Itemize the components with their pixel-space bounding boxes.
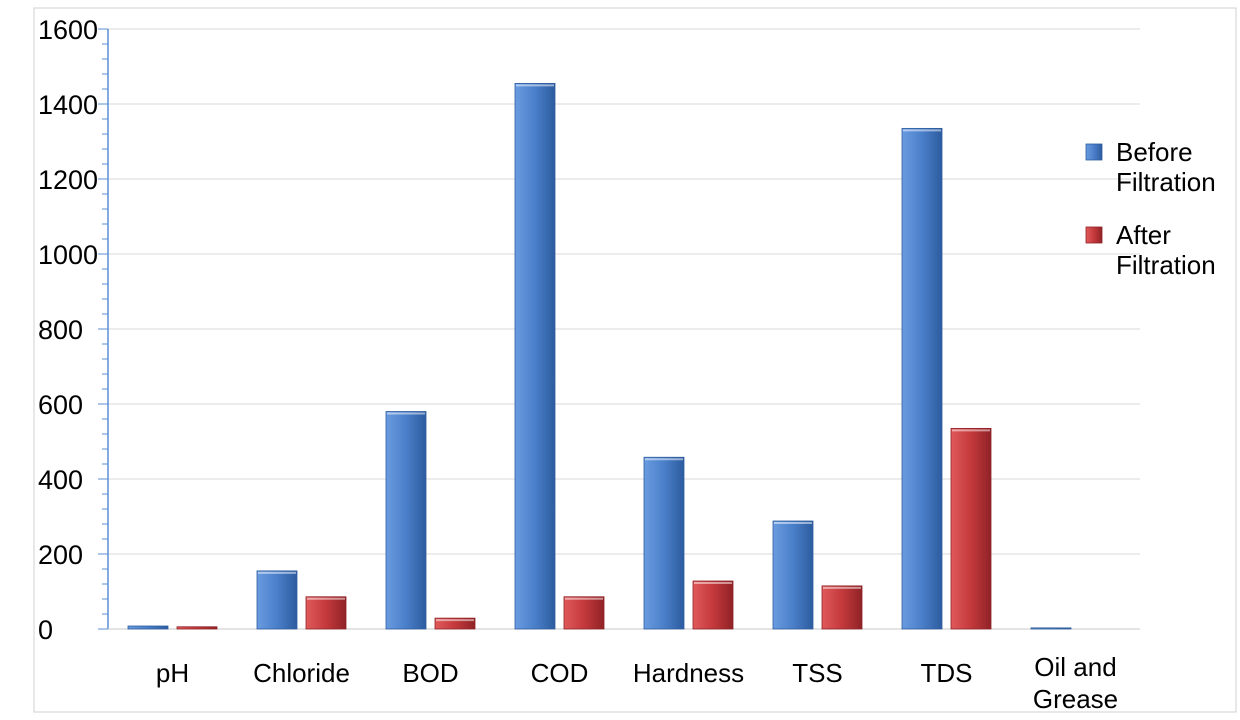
gridlines — [108, 28, 1140, 555]
legend-swatch-1 — [1085, 226, 1103, 244]
legend-swatch-0 — [1085, 143, 1103, 161]
bar-after-0 — [176, 626, 218, 630]
x-tick-label-5: TSS — [792, 658, 843, 688]
bar-before-7 — [1030, 627, 1072, 630]
x-tick-label-6: TDS — [921, 658, 973, 688]
legend-label-0: Before Filtration — [1116, 137, 1216, 197]
y-tick-label-1: 200 — [38, 540, 83, 570]
y-tick-label-0: 0 — [38, 615, 53, 645]
bar-after-5 — [821, 585, 863, 630]
x-tick-label-7: Oil and Grease — [1033, 652, 1118, 714]
legend: Before Filtration After Filtration — [1085, 137, 1216, 280]
x-tick-label-4: Hardness — [633, 658, 744, 688]
bar-before-4 — [643, 456, 685, 630]
y-tick-label-7: 1400 — [38, 90, 98, 120]
bar-after-4 — [692, 580, 734, 630]
x-tick-label-2: BOD — [402, 658, 458, 688]
bar-after-6 — [950, 427, 992, 630]
y-tick-label-6: 1200 — [38, 165, 98, 195]
y-tick-label-8: 1600 — [38, 15, 98, 45]
bar-before-1 — [256, 570, 298, 630]
bar-before-6 — [901, 127, 943, 630]
x-tick-label-3: COD — [531, 658, 589, 688]
y-tick-label-5: 1000 — [38, 240, 98, 270]
legend-label-1: After Filtration — [1116, 220, 1216, 280]
x-tick-label-0: pH — [156, 658, 189, 688]
y-tick-label-2: 400 — [38, 465, 83, 495]
bar-after-2 — [434, 617, 476, 630]
bar-before-5 — [772, 520, 814, 630]
bar-after-3 — [563, 596, 605, 630]
y-tick-label-3: 600 — [38, 390, 83, 420]
chart-border — [33, 7, 1237, 713]
x-axis-ticks: pH Chloride BOD COD Hardness TSS TDS Oil and Gre… — [156, 652, 1118, 714]
bar-before-2 — [385, 411, 427, 630]
x-tick-label-1: Chloride — [253, 658, 350, 688]
bar-before-0 — [127, 625, 169, 630]
y-tick-label-4: 800 — [38, 315, 83, 345]
bar-before-3 — [514, 82, 556, 630]
y-axis-ticks: 0 200 400 600 800 1000 1200 1400 1600 — [38, 15, 98, 645]
bar-after-1 — [305, 596, 347, 630]
bars — [127, 82, 1072, 630]
